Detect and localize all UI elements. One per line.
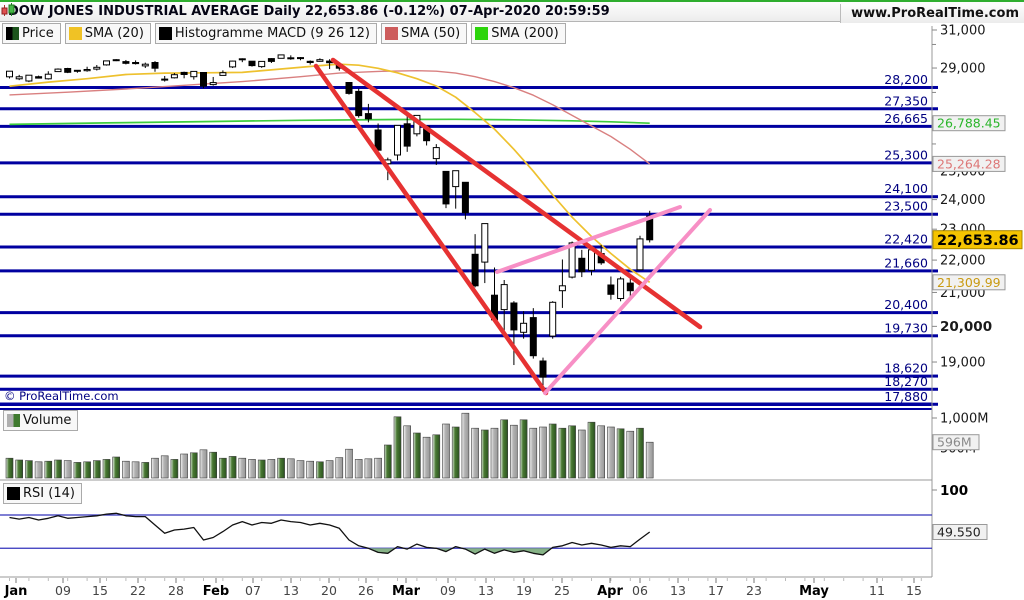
svg-text:23,500: 23,500 (884, 199, 928, 214)
svg-text:15: 15 (92, 583, 108, 598)
svg-text:25,264.28: 25,264.28 (937, 156, 1001, 171)
svg-text:19,000: 19,000 (940, 356, 986, 371)
svg-text:21,660: 21,660 (884, 255, 928, 270)
indicator-legend-bar: Price SMA (20) Histogramme MACD (9 26 12… (0, 23, 566, 44)
svg-text:May: May (799, 584, 829, 599)
svg-text:28,200: 28,200 (884, 72, 928, 87)
svg-text:13: 13 (478, 583, 494, 598)
macd-swatch-icon (158, 27, 172, 40)
svg-text:23: 23 (746, 583, 762, 598)
svg-text:19,730: 19,730 (884, 320, 928, 335)
legend-macd[interactable]: Histogramme MACD (9 26 12) (154, 23, 378, 44)
svg-text:Feb: Feb (203, 584, 229, 599)
svg-text:07: 07 (245, 583, 261, 598)
svg-text:49.550: 49.550 (937, 525, 981, 540)
svg-text:17,880: 17,880 (884, 389, 928, 404)
title-bar: DOW JONES INDUSTRIAL AVERAGE Daily 22,65… (0, 0, 1024, 23)
svg-text:596M: 596M (937, 435, 972, 450)
svg-text:13: 13 (670, 583, 686, 598)
svg-text:Mar: Mar (392, 584, 421, 599)
legend-rsi[interactable]: RSI (14) (3, 483, 82, 504)
svg-text:09: 09 (55, 583, 71, 598)
svg-text:25,300: 25,300 (884, 147, 928, 162)
legend-sma200[interactable]: SMA (200) (471, 23, 566, 44)
svg-text:17: 17 (708, 583, 724, 598)
rsi-swatch-icon (7, 487, 20, 500)
svg-text:25: 25 (554, 583, 570, 598)
svg-text:11: 11 (869, 583, 885, 598)
svg-text:09: 09 (440, 583, 456, 598)
svg-text:15: 15 (906, 583, 922, 598)
svg-text:21,309.99: 21,309.99 (937, 275, 1001, 290)
svg-text:Jan: Jan (4, 584, 28, 599)
website-link[interactable]: www.ProRealTime.com (840, 4, 1024, 23)
svg-text:26,788.45: 26,788.45 (937, 116, 1001, 131)
svg-text:26,665: 26,665 (884, 111, 928, 126)
legend-volume[interactable]: Volume (3, 410, 79, 431)
svg-text:13: 13 (283, 583, 299, 598)
legend-sma20[interactable]: SMA (20) (64, 23, 151, 44)
svg-text:Apr: Apr (597, 584, 623, 599)
svg-text:22,000: 22,000 (940, 254, 986, 269)
svg-text:06: 06 (632, 583, 648, 598)
svg-text:24,000: 24,000 (940, 193, 986, 208)
svg-text:28: 28 (168, 583, 184, 598)
svg-text:19: 19 (516, 583, 532, 598)
svg-text:1,000M: 1,000M (940, 412, 988, 427)
sma20-swatch-icon (68, 27, 82, 40)
volume-swatch-icon (7, 414, 20, 427)
svg-text:20,400: 20,400 (884, 297, 928, 312)
svg-text:24,100: 24,100 (884, 181, 928, 196)
svg-text:100: 100 (940, 483, 968, 499)
svg-text:26: 26 (358, 583, 374, 598)
svg-text:20: 20 (321, 583, 337, 598)
chart-title: DOW JONES INDUSTRIAL AVERAGE Daily 22,65… (8, 4, 610, 19)
sma50-swatch-icon (385, 27, 399, 40)
svg-text:29,000: 29,000 (940, 62, 986, 77)
legend-sma50[interactable]: SMA (50) (381, 23, 468, 44)
svg-text:27,350: 27,350 (884, 93, 928, 108)
svg-text:22,420: 22,420 (884, 231, 928, 246)
copyright-watermark: © ProRealTime.com (4, 389, 119, 403)
sma200-swatch-icon (475, 27, 489, 40)
svg-text:22: 22 (130, 583, 146, 598)
legend-price[interactable]: Price (2, 23, 61, 44)
svg-text:31,000: 31,000 (940, 24, 986, 39)
svg-text:22,653.86: 22,653.86 (937, 233, 1019, 249)
svg-text:20,000: 20,000 (940, 319, 992, 335)
price-swatch-icon (6, 27, 19, 40)
svg-text:18,620: 18,620 (884, 361, 928, 376)
svg-text:18,270: 18,270 (884, 374, 928, 389)
